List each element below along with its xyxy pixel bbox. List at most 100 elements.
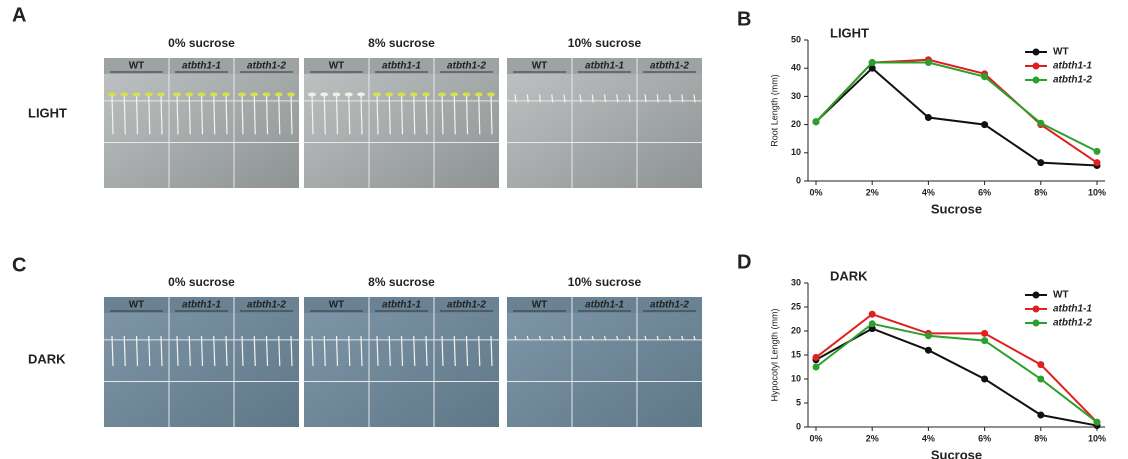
cotyledon [357,92,365,96]
cotyledon [263,92,271,96]
plate-photo [304,297,499,427]
y-tick-label: 40 [791,63,801,73]
data-point [981,330,988,337]
data-point [813,118,820,125]
lane-label: atbth1-1 [382,300,421,311]
y-axis-label: Hypocotyl Length (mm) [769,308,779,401]
series-line [816,314,1097,422]
data-point [981,73,988,80]
series-line [816,329,1097,426]
cotyledon [222,92,230,96]
legend-label: WT [1053,47,1069,58]
series-line [816,324,1097,422]
data-point [925,59,932,66]
legend-marker [1033,292,1040,299]
cotyledon [333,92,341,96]
y-tick-label: 0 [796,175,801,185]
cotyledon [210,92,218,96]
data-point [869,320,876,327]
x-tick-label: 6% [978,433,991,443]
cotyledon [463,92,471,96]
x-axis-label: Sucrose [931,447,982,459]
legend-label: atbth1-2 [1053,75,1092,86]
panel-label: D [737,251,751,273]
lane-label: atbth1-2 [247,300,286,311]
plate-title: 8% sucrose [368,36,435,50]
cotyledon [410,92,418,96]
plate-photo [304,58,499,188]
lane-label: atbth1-1 [585,300,624,311]
cotyledon [133,92,141,96]
plate-photo [507,297,702,427]
chart-title: LIGHT [830,25,869,40]
data-point [1037,159,1044,166]
plate-title: 0% sucrose [168,275,235,289]
legend-marker [1033,77,1040,84]
x-tick-label: 2% [866,433,879,443]
cotyledon [120,92,128,96]
plate-title: 10% sucrose [568,36,642,50]
lane-label: atbth1-1 [182,300,221,311]
y-tick-label: 25 [791,301,801,311]
data-point [925,347,932,354]
data-point [1094,419,1101,426]
panel-label: B [737,8,751,30]
x-tick-label: 6% [978,187,991,197]
legend-marker [1033,49,1040,56]
x-tick-label: 0% [809,433,822,443]
cotyledon [108,92,116,96]
cotyledon [385,92,393,96]
data-point [1037,412,1044,419]
cotyledon [398,92,406,96]
cotyledon [250,92,258,96]
lane-label: WT [329,61,345,72]
condition-label: LIGHT [28,105,67,120]
legend-label: atbth1-1 [1053,304,1092,315]
y-tick-label: 10 [791,373,801,383]
data-point [925,114,932,121]
cotyledon [198,92,206,96]
y-tick-label: 30 [791,91,801,101]
legend-label: WT [1053,290,1069,301]
y-tick-label: 5 [796,397,801,407]
plate-photo [507,58,702,188]
x-axis-label: Sucrose [931,201,982,216]
x-tick-label: 8% [1034,433,1047,443]
lane-label: atbth1-2 [447,61,486,72]
x-tick-label: 4% [922,187,935,197]
legend-marker [1033,320,1040,327]
lane-label: WT [532,300,548,311]
data-point [1037,120,1044,127]
y-axis-label: Root Length (mm) [769,74,779,147]
data-point [869,59,876,66]
data-point [869,311,876,318]
cotyledon [422,92,430,96]
lane-label: WT [329,300,345,311]
data-point [1037,376,1044,383]
data-point [981,337,988,344]
y-tick-label: 20 [791,119,801,129]
lane-label: atbth1-1 [182,61,221,72]
y-tick-label: 0 [796,421,801,431]
plate-title: 8% sucrose [368,275,435,289]
x-tick-label: 10% [1088,187,1106,197]
data-point [813,354,820,361]
cotyledon [173,92,181,96]
data-point [1037,361,1044,368]
cotyledon [438,92,446,96]
cotyledon [238,92,246,96]
figure: ALIGHT0% sucroseWTatbth1-1atbth1-28% suc… [0,0,1128,459]
panel-label: C [12,254,26,276]
y-tick-label: 15 [791,349,801,359]
lane-label: atbth1-1 [382,61,421,72]
legend-label: atbth1-2 [1053,318,1092,329]
cotyledon [373,92,381,96]
chart-title: DARK [830,268,868,283]
x-tick-label: 8% [1034,187,1047,197]
x-tick-label: 0% [809,187,822,197]
condition-label: DARK [28,351,66,366]
lane-label: WT [532,61,548,72]
data-point [1094,159,1101,166]
legend-marker [1033,63,1040,70]
lane-label: atbth1-2 [247,61,286,72]
